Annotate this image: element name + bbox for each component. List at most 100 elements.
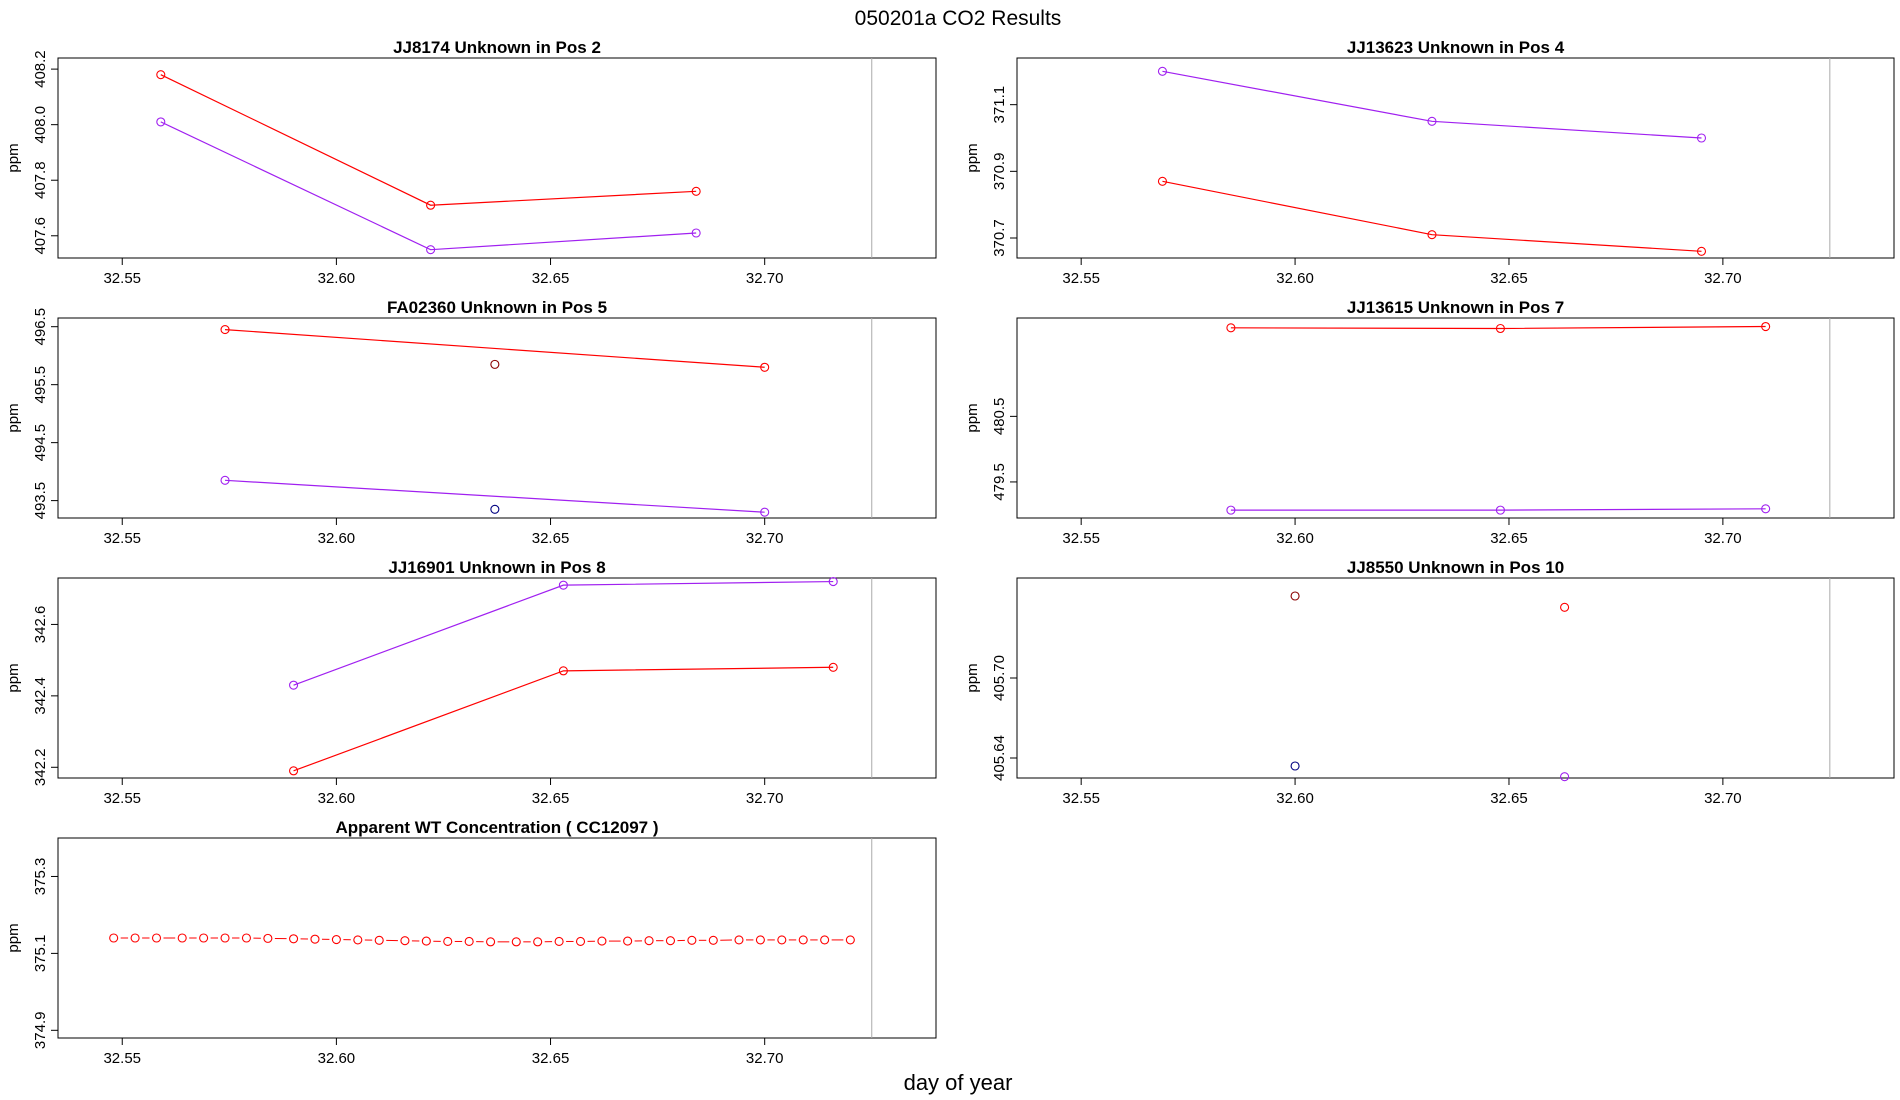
- x-tick-label: 32.60: [318, 1050, 356, 1067]
- data-point: [597, 936, 607, 946]
- data-point: [558, 580, 568, 590]
- data-point: [156, 117, 166, 127]
- x-tick-label: 32.55: [1062, 790, 1100, 807]
- data-point: [177, 933, 187, 943]
- data-point: [558, 666, 568, 676]
- x-tick-label: 32.55: [103, 270, 141, 287]
- data-point: [1761, 504, 1771, 514]
- data-point: [691, 228, 701, 238]
- x-tick-label: 32.70: [1704, 530, 1742, 547]
- x-tick-label: 32.55: [1062, 270, 1100, 287]
- series-line-purple: [160, 121, 697, 251]
- data-point: [755, 935, 765, 945]
- panel-title: JJ16901 Unknown in Pos 8: [388, 558, 605, 577]
- x-tick-label: 32.60: [1276, 530, 1314, 547]
- x-tick-label: 32.65: [532, 530, 570, 547]
- chart-panel-7: Apparent WT Concentration ( CC12097 ) 32.…: [5, 818, 937, 1067]
- y-tick-label: 405.70: [991, 655, 1008, 701]
- data-point: [263, 933, 273, 943]
- data-point: [1427, 116, 1437, 126]
- y-tick-label: 408.2: [32, 50, 49, 88]
- y-tick-label: 480.5: [991, 398, 1008, 436]
- data-point: [220, 933, 230, 943]
- y-tick-label: 342.4: [32, 677, 49, 715]
- panel-title: JJ13623 Unknown in Pos 4: [1347, 38, 1565, 57]
- y-tick-label: 370.9: [991, 153, 1008, 191]
- y-axis-label: ppm: [964, 143, 981, 172]
- y-tick-label: 479.5: [991, 463, 1008, 501]
- y-tick-label: 371.1: [991, 86, 1008, 124]
- data-point: [289, 934, 299, 944]
- x-tick-label: 32.60: [1276, 790, 1314, 807]
- data-point: [1696, 246, 1707, 256]
- data-point: [421, 936, 431, 946]
- chart-panel-1: JJ8174 Unknown in Pos 2 32.55 32.60 32.65 32…: [5, 38, 937, 287]
- data-point: [1560, 772, 1570, 782]
- data-point: [331, 934, 341, 945]
- data-point: [1761, 321, 1771, 332]
- data-point: [820, 935, 830, 945]
- data-point: [220, 325, 230, 335]
- data-point: [554, 936, 564, 947]
- x-tick-label: 32.55: [103, 790, 141, 807]
- plot-frame: [57, 317, 937, 519]
- data-point: [828, 577, 838, 587]
- data-point: [691, 186, 701, 196]
- data-point: [486, 937, 496, 947]
- data-point: [199, 933, 209, 943]
- plot-frame: [57, 57, 937, 259]
- data-point: [156, 70, 166, 80]
- plot-frame: [57, 837, 937, 1039]
- figure-title: 050201a CO2 Results: [855, 7, 1062, 30]
- data-point: [687, 935, 697, 945]
- data-point: [241, 933, 251, 943]
- y-tick-label: 342.6: [32, 606, 49, 644]
- data-point: [511, 937, 521, 947]
- x-tick-label: 32.60: [1276, 270, 1314, 287]
- series-line-red: [293, 666, 834, 772]
- data-point: [1560, 602, 1570, 612]
- y-tick-label: 408.0: [32, 106, 49, 144]
- plot-frame: [1016, 577, 1895, 779]
- data-point: [1495, 505, 1505, 515]
- y-tick-label: 407.8: [32, 161, 49, 199]
- panels-group: JJ8174 Unknown in Pos 2 32.55 32.60 32.65 32…: [5, 38, 1895, 1067]
- y-tick-label: 374.9: [32, 1012, 49, 1050]
- data-point: [443, 936, 453, 947]
- panel-title: Apparent WT Concentration ( CC12097 ): [335, 818, 658, 837]
- series-line-purple: [1162, 70, 1702, 139]
- data-point: [1495, 323, 1505, 334]
- y-tick-label: 493.5: [32, 482, 49, 520]
- data-point: [353, 935, 363, 945]
- x-tick-label: 32.70: [1704, 790, 1742, 807]
- panel-title: FA02360 Unknown in Pos 5: [387, 298, 607, 317]
- data-point: [665, 936, 676, 946]
- data-point: [644, 936, 654, 946]
- chart-panel-4: JJ13615 Unknown in Pos 7 32.55 32.60 32.65 3…: [964, 298, 1895, 547]
- data-point: [798, 935, 808, 945]
- data-point: [533, 937, 543, 947]
- y-tick-label: 494.5: [32, 424, 49, 462]
- y-axis-label: ppm: [5, 143, 22, 172]
- data-point: [575, 936, 586, 947]
- data-point: [708, 935, 718, 945]
- chart-panel-3: FA02360 Unknown in Pos 5 32.55 32.60 32.65 3…: [5, 298, 937, 547]
- series-line-red: [224, 328, 765, 368]
- y-tick-label: 375.3: [32, 858, 49, 896]
- data-point: [426, 245, 436, 255]
- y-tick-label: 370.7: [991, 219, 1008, 257]
- data-point: [400, 936, 410, 946]
- data-point: [623, 936, 633, 946]
- data-point: [109, 933, 119, 943]
- data-point: [130, 933, 140, 943]
- x-tick-label: 32.55: [103, 530, 141, 547]
- x-tick-label: 32.70: [1704, 270, 1742, 287]
- chart-panel-2: JJ13623 Unknown in Pos 4 32.55 32.60 32.65 3…: [964, 38, 1895, 287]
- y-tick-label: 495.5: [32, 366, 49, 404]
- data-point: [220, 475, 230, 485]
- y-axis-label: ppm: [5, 663, 22, 692]
- x-tick-label: 32.70: [746, 1050, 784, 1067]
- data-point: [464, 936, 474, 947]
- series-line-purple: [224, 479, 765, 513]
- x-tick-label: 32.65: [532, 1050, 570, 1067]
